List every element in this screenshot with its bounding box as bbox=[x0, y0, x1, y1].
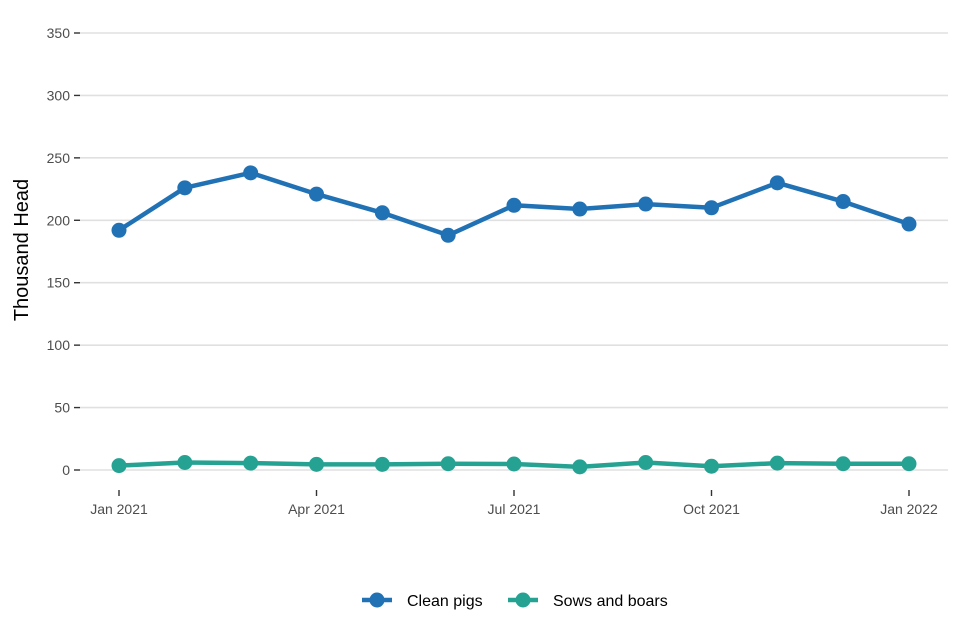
legend-swatch-marker bbox=[515, 592, 531, 608]
legend-label: Sows and boars bbox=[553, 593, 668, 610]
data-point bbox=[638, 455, 654, 471]
data-point bbox=[440, 227, 456, 243]
y-tick-label: 100 bbox=[47, 337, 71, 353]
data-point bbox=[704, 200, 719, 216]
legend: Clean pigs Sows and boars bbox=[362, 592, 668, 610]
data-point bbox=[769, 175, 785, 191]
data-point bbox=[243, 165, 259, 181]
data-point bbox=[374, 456, 390, 472]
data-point bbox=[835, 194, 851, 210]
legend-swatch-marker bbox=[369, 592, 385, 608]
y-tick-label: 250 bbox=[47, 150, 71, 166]
data-point bbox=[572, 201, 588, 217]
y-tick-label: 0 bbox=[62, 462, 70, 478]
data-point bbox=[769, 455, 785, 471]
data-point bbox=[243, 455, 259, 471]
data-point bbox=[835, 456, 851, 472]
y-tick-label: 300 bbox=[47, 87, 71, 103]
x-tick-label: Apr 2021 bbox=[288, 501, 345, 517]
data-point bbox=[374, 205, 390, 221]
data-point bbox=[111, 222, 127, 238]
data-point bbox=[704, 458, 719, 474]
x-tick-label: Jan 2022 bbox=[880, 501, 938, 517]
series-group bbox=[111, 165, 917, 475]
data-point bbox=[177, 455, 193, 471]
data-point bbox=[572, 459, 588, 475]
y-axis: 0 50 100 150 200 250 300 350 bbox=[47, 25, 80, 478]
series-sows-and-boars bbox=[111, 455, 917, 475]
x-tick-label: Jan 2021 bbox=[90, 501, 148, 517]
legend-item: Sows and boars bbox=[508, 592, 668, 610]
data-point bbox=[309, 456, 324, 472]
y-tick-label: 50 bbox=[54, 400, 70, 416]
legend-label: Clean pigs bbox=[407, 593, 483, 610]
legend-item: Clean pigs bbox=[362, 592, 483, 610]
y-tick-label: 200 bbox=[47, 212, 71, 228]
data-point bbox=[440, 456, 456, 472]
series-clean-pigs bbox=[111, 165, 917, 243]
data-point bbox=[177, 180, 193, 196]
y-tick-label: 150 bbox=[47, 275, 71, 291]
data-point bbox=[111, 458, 127, 474]
data-point bbox=[901, 456, 917, 472]
x-tick-label: Oct 2021 bbox=[683, 501, 740, 517]
x-tick-label: Jul 2021 bbox=[488, 501, 541, 517]
data-point bbox=[901, 216, 917, 232]
data-point bbox=[638, 196, 654, 212]
y-axis-title: Thousand Head bbox=[11, 179, 33, 321]
gridlines bbox=[80, 32, 948, 471]
x-axis: Jan 2021 Apr 2021 Jul 2021 Oct 2021 Jan 2022 bbox=[90, 490, 938, 517]
data-point bbox=[506, 456, 522, 472]
y-tick-label: 350 bbox=[47, 25, 71, 41]
data-point bbox=[506, 197, 522, 213]
data-point bbox=[309, 186, 324, 202]
